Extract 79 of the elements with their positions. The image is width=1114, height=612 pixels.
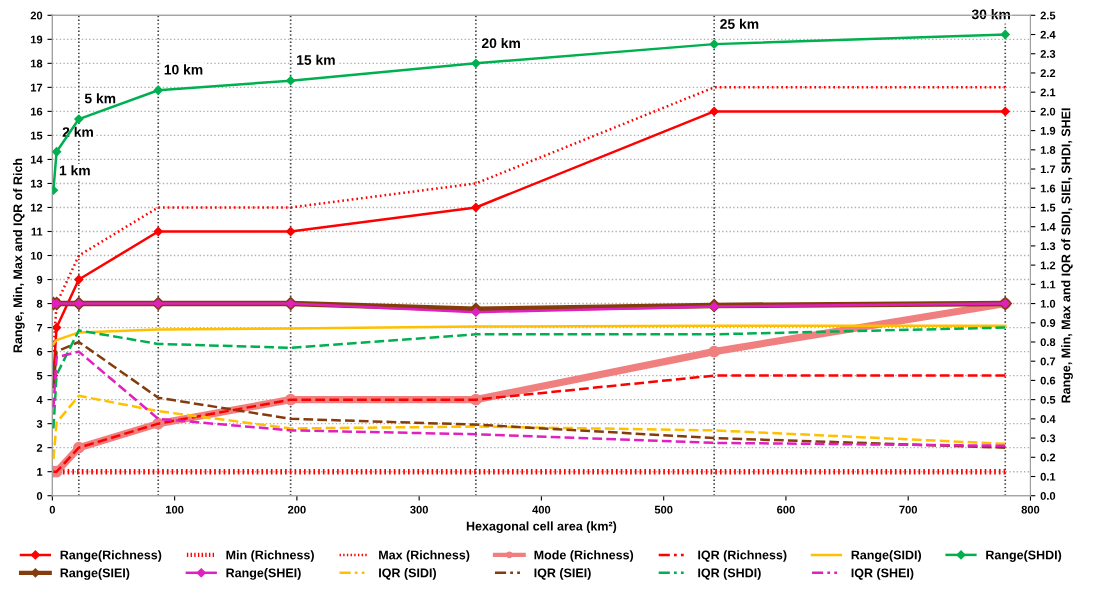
y-tick-label: 18 (30, 59, 43, 68)
y2-tick-label: 0.7 (1040, 357, 1056, 366)
y2-tick-label: 1.7 (1040, 165, 1056, 174)
y2-tick-label: 1.0 (1040, 299, 1056, 308)
y-tick-label: 2 (36, 443, 43, 452)
y2-tick-label: 2.3 (1040, 50, 1056, 58)
x-tick-label: 500 (654, 505, 673, 514)
y2-tick-label: 0.9 (1040, 319, 1056, 327)
annotation: 10 km (164, 64, 203, 75)
y2-tick-label: 1.2 (1040, 261, 1056, 270)
y-tick-label: 19 (30, 35, 43, 44)
y2-axis-title: Range, Min, Max and IQR of SIDI, SIEI, SHDI, SHEI (1061, 108, 1073, 403)
annotation: 30 km (971, 9, 1010, 20)
x-axis-title: Hexagonal cell area (km²) (466, 521, 617, 534)
y-tick-label: 14 (30, 155, 43, 164)
y2-tick-label: 2.5 (1040, 11, 1056, 20)
legend-label: Range(SHDI) (986, 550, 1062, 562)
y2-tick-label: 1.1 (1040, 280, 1056, 289)
y-tick-label: 9 (36, 275, 43, 284)
legend-label: IQR (SIDI) (379, 568, 436, 580)
x-tick-label: 0 (49, 505, 55, 514)
annotation: 15 km (297, 54, 335, 65)
x-tick-label: 700 (899, 505, 917, 514)
legend-label: IQR (SIEI) (534, 568, 591, 580)
y-tick-label: 10 (30, 251, 43, 260)
x-tick-label: 600 (777, 505, 795, 514)
y2-tick-label: 2.4 (1040, 30, 1056, 39)
y-tick-label: 11 (31, 227, 43, 236)
legend-label: Range(SIDI) (851, 550, 922, 562)
legend-label: IQR (Richness) (698, 550, 787, 562)
y-tick-label: 8 (36, 299, 43, 308)
y-tick-label: 4 (36, 396, 43, 404)
y2-tick-label: 0.4 (1040, 415, 1056, 423)
legend-label: Mode (Richness) (534, 550, 634, 562)
y-tick-label: 5 (36, 372, 43, 380)
y2-tick-label: 2.0 (1040, 107, 1056, 116)
y2-tick-label: 0.2 (1040, 453, 1056, 462)
y-tick-label: 0 (36, 491, 43, 500)
y2-tick-label: 1.5 (1040, 203, 1056, 212)
annotation: 1 km (59, 165, 90, 176)
y-axis-title: Range, Min, Max and IQR of Rich (13, 158, 25, 353)
y2-tick-label: 2.2 (1040, 69, 1056, 77)
y-tick-label: 3 (36, 419, 43, 428)
y-tick-label: 1 (37, 468, 43, 476)
y2-tick-label: 1.4 (1040, 223, 1056, 231)
x-tick-label: 200 (288, 505, 306, 514)
x-tick-label: 400 (532, 505, 551, 514)
y2-tick-label: 0.0 (1040, 491, 1056, 500)
y-tick-label: 20 (30, 11, 43, 20)
y-tick-label: 16 (30, 107, 43, 116)
y2-tick-label: 0.8 (1040, 338, 1056, 347)
y2-tick-label: 1.3 (1040, 242, 1056, 251)
y-tick-label: 13 (30, 179, 43, 188)
y2-tick-label: 2.1 (1040, 88, 1056, 97)
y-tick-label: 15 (30, 131, 43, 140)
x-tick-label: 800 (1021, 505, 1040, 514)
annotation: 5 km (84, 93, 116, 104)
y2-tick-label: 0.3 (1040, 434, 1056, 443)
y2-tick-label: 0.5 (1040, 395, 1056, 404)
y2-tick-label: 1.8 (1040, 146, 1056, 154)
x-tick-label: 100 (166, 505, 184, 514)
y-tick-label: 17 (30, 83, 43, 92)
legend-label: Min (Richness) (226, 550, 314, 562)
legend-label: Range(SHEI) (226, 568, 301, 580)
y2-tick-label: 0.6 (1040, 376, 1056, 385)
y2-tick-label: 0.1 (1040, 472, 1056, 481)
annotation: 25 km (720, 18, 759, 29)
y-tick-label: 12 (30, 203, 43, 212)
y2-tick-label: 1.6 (1040, 184, 1056, 193)
legend-label: Max (Richness) (379, 550, 470, 562)
legend-label: Range(Richness) (60, 550, 162, 562)
y-tick-label: 7 (36, 323, 43, 332)
y2-tick-label: 1.9 (1040, 126, 1056, 135)
y-tick-label: 6 (36, 347, 43, 356)
legend-label: IQR (SHEI) (851, 568, 914, 580)
legend-label: Range(SIEI) (60, 568, 130, 580)
annotation: 20 km (481, 37, 520, 49)
legend-label: IQR (SHDI) (698, 568, 761, 580)
x-tick-label: 300 (410, 505, 428, 514)
